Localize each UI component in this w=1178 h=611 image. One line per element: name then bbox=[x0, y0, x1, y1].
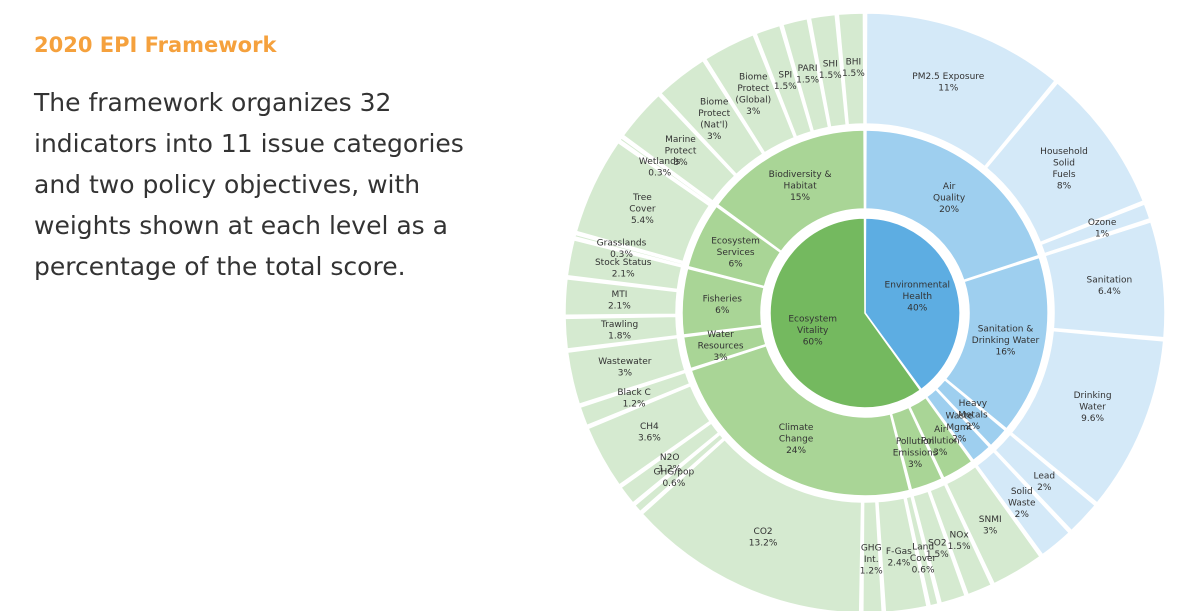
indicator-label-household: Household Solid Fuels 8% bbox=[1040, 147, 1088, 192]
indicator-label-wetlands: Wetlands 0.3% bbox=[639, 157, 681, 179]
indicator-label-n2o: N2O 1.2% bbox=[658, 453, 681, 475]
indicator-segment-black-c bbox=[579, 371, 691, 427]
indicator-segment-drinking-water bbox=[1010, 329, 1165, 505]
indicator-label-drinking: Drinking Water 9.6% bbox=[1074, 391, 1112, 424]
indicator-label-tree: Tree Cover 5.4% bbox=[629, 193, 656, 226]
indicator-segment-ghg-int bbox=[862, 500, 883, 611]
indicator-segment-pm2-5-exposure bbox=[865, 12, 1057, 168]
indicator-segment-snmi bbox=[945, 465, 1042, 585]
segment-labels: Environmental Health 40% Ecosystem Vitality 6… bbox=[595, 58, 1132, 577]
objective-label-ecosystem: Ecosystem Vitality 60% bbox=[788, 315, 837, 348]
indicator-label-bhi: BHI 1.5% bbox=[842, 58, 865, 80]
category-segment-ecosystem-services bbox=[687, 205, 782, 288]
indicator-segment-biome-protect bbox=[659, 59, 764, 176]
framework-title: 2020 EPI Framework bbox=[34, 33, 277, 57]
category-segment-air-pollution bbox=[908, 396, 973, 480]
indicator-segment-spi bbox=[755, 24, 813, 138]
indicator-segment-ghg-pop bbox=[633, 433, 725, 513]
indicator-label-snmi: SNMI 3% bbox=[979, 515, 1002, 537]
indicator-label-biome: Biome Protect (Nat'l) 3% bbox=[698, 97, 730, 141]
category-label-fisheries: Fisheries 6% bbox=[703, 294, 743, 316]
indicator-label-co2: CO2 13.2% bbox=[749, 527, 778, 549]
indicator-segment-grasslands bbox=[573, 233, 684, 266]
indicator-label-ghg: GHG Int. 1.2% bbox=[860, 543, 883, 576]
indicator-label-solid: Solid Waste 2% bbox=[1008, 487, 1036, 520]
indicator-segment-household-solid bbox=[985, 81, 1145, 244]
indicator-segment-n2o bbox=[619, 421, 720, 505]
indicator-label-wastewater: Wastewater 3% bbox=[598, 357, 652, 379]
indicator-label-ch4: CH4 3.6% bbox=[638, 422, 661, 444]
indicator-label-so2: SO2 1.5% bbox=[926, 538, 949, 560]
indicator-label-grasslands: Grasslands 0.3% bbox=[597, 238, 647, 259]
indicator-segment-solid-waste bbox=[975, 450, 1071, 556]
category-segment-biodiversity-habitat bbox=[716, 129, 866, 253]
category-segment-water-resources bbox=[682, 325, 767, 370]
indicator-label-ozone: Ozone 1% bbox=[1088, 218, 1117, 240]
indicator-label-black-c: Black C 1.2% bbox=[617, 388, 651, 410]
objective-label-environmental: Environmental Health 40% bbox=[885, 281, 950, 314]
category-segment-waste-mgmt bbox=[925, 388, 991, 462]
indicator-label-shi: SHI 1.5% bbox=[819, 60, 842, 82]
indicator-segment-ch4 bbox=[587, 384, 712, 487]
indicator-label-lead: Lead 2% bbox=[1033, 472, 1055, 494]
indicator-label-marine: Marine Protect 3% bbox=[665, 135, 697, 168]
category-segment-fisheries bbox=[681, 267, 766, 336]
indicator-label-stock-status: Stock Status 2.1% bbox=[595, 258, 652, 280]
framework-description: The framework organizes 32 indicators in… bbox=[34, 88, 464, 281]
category-ring bbox=[681, 129, 1049, 497]
objective-segment-environmental-health bbox=[864, 217, 961, 391]
indicator-segment-tree-cover bbox=[575, 141, 711, 263]
category-label-biodiversity: Biodiversity & Habitat 15% bbox=[769, 170, 832, 203]
category-label-heavy: Heavy Metals 2% bbox=[958, 399, 988, 432]
category-segment-sanitation-drinking-water bbox=[944, 256, 1049, 430]
indicator-label-mti: MTI 2.1% bbox=[608, 290, 631, 312]
indicator-segment-ozone bbox=[1040, 203, 1151, 255]
category-label-air: Air Quality 20% bbox=[933, 182, 966, 215]
category-segment-heavy-metals bbox=[935, 378, 1007, 447]
category-label-ecosystem: Ecosystem Services 6% bbox=[711, 237, 760, 270]
indicator-segment-marine-protect bbox=[622, 94, 736, 203]
indicator-segment-trawling bbox=[564, 315, 679, 350]
indicator-segment-lead bbox=[994, 433, 1097, 532]
indicator-label-ghg-pop: GHG/pop 0.6% bbox=[654, 468, 695, 490]
indicator-label-sanitation: Sanitation 6.4% bbox=[1087, 276, 1133, 298]
indicator-label-pari: PARI 1.5% bbox=[796, 64, 819, 86]
category-label-climate: Climate Change 24% bbox=[779, 423, 814, 456]
category-label-sanitation: Sanitation & Drinking Water 16% bbox=[972, 324, 1040, 357]
indicator-segment-sanitation bbox=[1044, 220, 1166, 339]
indicator-segment-nox bbox=[928, 483, 993, 596]
indicator-segment-biome-protect bbox=[704, 33, 796, 154]
category-segment-pollution-emissions bbox=[890, 406, 944, 491]
indicator-segment-stock-status bbox=[566, 239, 683, 291]
objective-ring bbox=[769, 217, 961, 409]
indicator-segment-pari bbox=[781, 17, 830, 133]
category-label-waste: Waste Mgmt 2% bbox=[946, 412, 974, 445]
indicator-segment-f-gas bbox=[877, 497, 928, 611]
indicator-label-land: Land Cover 0.6% bbox=[910, 543, 937, 576]
indicator-ring bbox=[564, 12, 1166, 611]
indicator-label-pm2-5-exposure: PM2.5 Exposure 11% bbox=[912, 72, 984, 94]
indicator-segment-bhi bbox=[837, 12, 865, 126]
indicator-segment-mti bbox=[564, 278, 679, 316]
category-segment-air-quality bbox=[864, 129, 1040, 282]
indicator-segment-land-cover bbox=[905, 495, 939, 607]
indicator-segment-wetlands bbox=[618, 136, 713, 206]
indicator-label-nox: NOx 1.5% bbox=[948, 531, 971, 553]
category-segment-climate-change bbox=[690, 344, 911, 497]
category-label-pollution: Pollution Emissions 3% bbox=[893, 437, 938, 470]
indicator-label-f-gas: F-Gas 2.4% bbox=[886, 547, 912, 569]
category-label-air: Air Pollution 3% bbox=[921, 425, 960, 458]
indicator-segment-wastewater bbox=[566, 336, 686, 406]
indicator-label-spi: SPI 1.5% bbox=[774, 71, 797, 93]
indicator-segment-so2 bbox=[912, 490, 967, 605]
objective-segment-ecosystem-vitality bbox=[769, 217, 922, 409]
indicator-segment-shi bbox=[809, 13, 848, 129]
indicator-segment-co2 bbox=[641, 438, 863, 611]
indicator-label-trawling: Trawling 1.8% bbox=[600, 320, 638, 342]
indicator-label-biome: Biome Protect (Global) 3% bbox=[735, 73, 771, 118]
category-label-water: Water Resources 3% bbox=[698, 330, 744, 363]
